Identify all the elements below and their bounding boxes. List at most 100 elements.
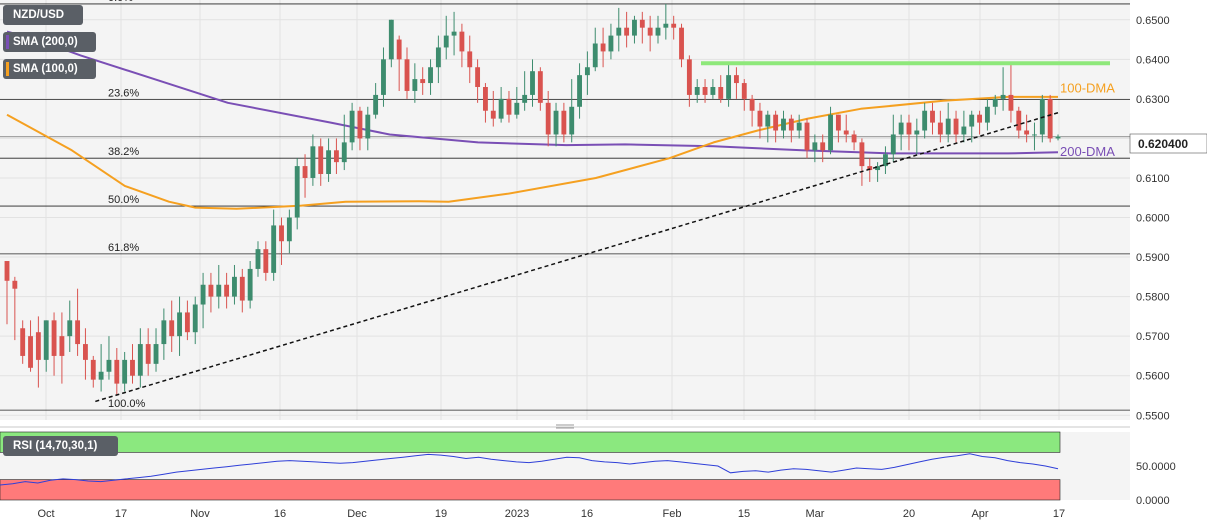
candle xyxy=(302,154,308,198)
candle xyxy=(835,114,841,143)
candle xyxy=(977,110,982,135)
symbol-label: NZD/USD xyxy=(13,9,65,21)
candle-body xyxy=(357,110,363,139)
x-tick-label: 17 xyxy=(1053,508,1065,520)
candle-body xyxy=(263,249,269,273)
rsi-overbought-zone xyxy=(0,431,1061,453)
candle-body xyxy=(333,150,339,163)
candle xyxy=(726,63,732,107)
candle xyxy=(875,162,881,182)
candle-body xyxy=(843,130,849,135)
candle xyxy=(1016,106,1022,139)
candle xyxy=(1008,63,1014,123)
candle-body xyxy=(208,284,214,297)
fib-level-label: 61.8% xyxy=(108,242,139,254)
sma200-legend[interactable]: SMA (200,0) xyxy=(3,32,96,52)
candle-body xyxy=(1032,134,1037,136)
candle-body xyxy=(1024,130,1030,135)
candle-body xyxy=(584,67,590,76)
x-tick-label: Nov xyxy=(190,508,210,520)
candle xyxy=(969,110,975,143)
candle-body xyxy=(451,31,457,36)
candle xyxy=(592,27,598,72)
candle-body xyxy=(937,122,943,135)
current-price-label: 0.620400 xyxy=(1138,137,1188,151)
candle-body xyxy=(310,146,316,178)
candle-body xyxy=(796,122,802,131)
x-tick-label: 19 xyxy=(435,508,447,520)
candle xyxy=(608,23,614,60)
candle-body xyxy=(788,118,794,131)
candle-body xyxy=(247,268,253,301)
candle-body xyxy=(90,359,96,380)
candle-body xyxy=(381,59,386,95)
candle xyxy=(169,300,175,352)
candle-body xyxy=(459,31,465,52)
candle xyxy=(184,300,190,341)
candle-body xyxy=(851,134,857,143)
sma100-line xyxy=(6,95,1058,210)
candle xyxy=(561,102,567,143)
candle-body xyxy=(804,122,810,151)
candle xyxy=(208,272,214,313)
candle-body xyxy=(686,59,692,95)
candle xyxy=(451,11,457,56)
candle xyxy=(1000,67,1006,111)
candle xyxy=(200,272,206,329)
time-axis: Oct 17 Nov 16 Dec 19 2023 16 Feb 15 Mar 20 Apr 17 xyxy=(37,508,1065,520)
pane-resize-handle[interactable] xyxy=(556,424,574,429)
candle-body xyxy=(177,312,182,337)
candle xyxy=(984,98,990,131)
candle xyxy=(710,79,716,99)
candle-body xyxy=(153,344,159,364)
candle-body xyxy=(490,110,496,119)
candle xyxy=(820,134,826,163)
candle xyxy=(255,241,261,277)
y-tick-label: 0.6400 xyxy=(1136,54,1170,66)
candle-body xyxy=(757,110,763,127)
main-plot-background xyxy=(0,0,1130,420)
candle xyxy=(1024,114,1030,143)
candle-body xyxy=(741,83,747,99)
candle-body xyxy=(922,110,928,131)
candle-body xyxy=(83,344,88,360)
candle-body xyxy=(412,79,418,91)
candle-body xyxy=(224,284,230,297)
candle xyxy=(51,312,57,376)
candle-body xyxy=(349,110,355,143)
symbol-legend[interactable]: NZD/USD xyxy=(3,5,83,25)
y-tick-label: 0.6500 xyxy=(1136,15,1170,27)
candle-body xyxy=(169,320,175,337)
candle-body xyxy=(718,87,724,99)
candle xyxy=(765,110,771,143)
candle-body xyxy=(75,320,81,345)
candle-body xyxy=(702,87,708,95)
candle xyxy=(788,114,794,143)
candle xyxy=(553,102,559,147)
candle-body xyxy=(498,98,504,119)
candle xyxy=(373,83,379,119)
candle xyxy=(381,47,386,107)
annotation-100dma: 100-DMA xyxy=(1060,80,1115,95)
candle-body xyxy=(506,98,512,115)
candle-body xyxy=(388,19,394,60)
candle-body xyxy=(569,106,575,135)
trend-lines xyxy=(95,61,1110,403)
candle xyxy=(639,11,645,44)
candle-body xyxy=(671,23,677,28)
rsi-y-tick-label: 0.0000 xyxy=(1136,495,1170,507)
rsi-legend[interactable]: RSI (14,70,30,1) xyxy=(3,436,118,456)
candle-body xyxy=(286,217,292,242)
candle xyxy=(177,296,182,356)
candle xyxy=(953,110,959,143)
candle-body xyxy=(710,87,716,95)
candle xyxy=(137,328,143,388)
candle-body xyxy=(859,142,865,167)
candle-body xyxy=(12,280,18,289)
candle xyxy=(467,35,473,84)
candle-body xyxy=(1000,94,1006,99)
sma100-legend[interactable]: SMA (100,0) xyxy=(3,59,96,79)
candle xyxy=(67,300,73,352)
y-tick-label: 0.5700 xyxy=(1136,331,1170,343)
candle-body xyxy=(192,304,198,333)
